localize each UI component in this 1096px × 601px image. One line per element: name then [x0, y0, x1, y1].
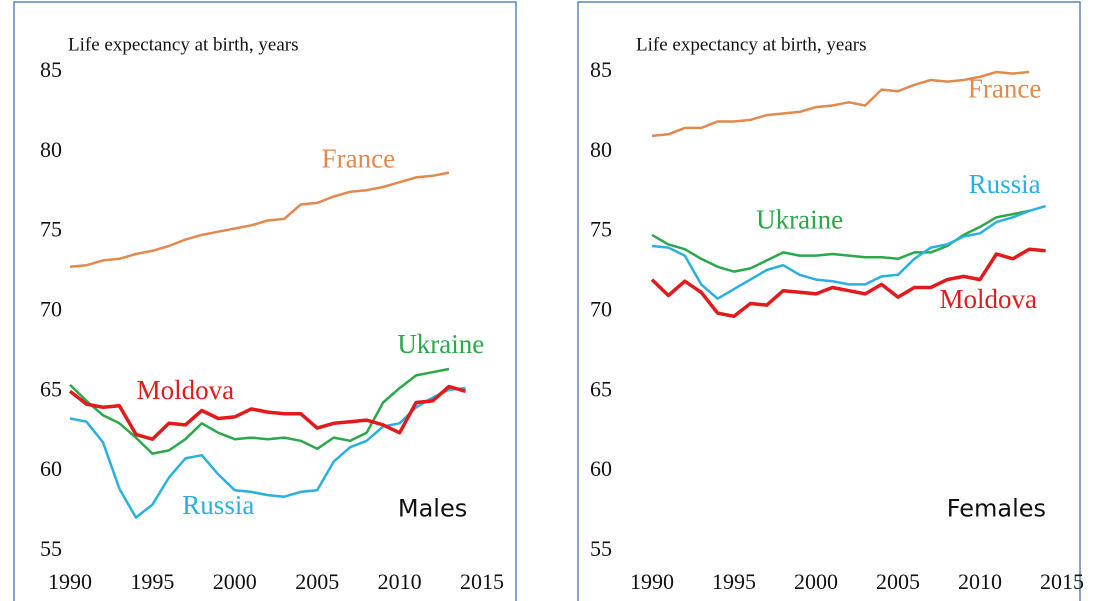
series-line [651, 204, 1046, 300]
series-line [69, 171, 450, 269]
x-tick-label: 2010 [378, 569, 422, 594]
series-label: Ukraine [756, 204, 843, 234]
y-tick-label: 75 [590, 217, 612, 242]
x-tick-label: 2000 [213, 569, 257, 594]
y-tick-label: 70 [40, 297, 62, 322]
y-tick-label: 85 [590, 57, 612, 82]
series-label: Russia [182, 490, 254, 520]
y-tick-label: 75 [40, 217, 62, 242]
series-label: Russia [969, 169, 1041, 199]
y-tick-label: 65 [40, 376, 62, 401]
series-line [650, 247, 1046, 319]
x-tick-label: 1995 [712, 569, 756, 594]
x-tick-label: 2015 [460, 569, 504, 594]
y-tick-label: 80 [590, 137, 612, 162]
series-label: Moldova [137, 375, 235, 405]
series-line [651, 209, 1030, 273]
y-tick-label: 55 [590, 536, 612, 561]
series-label: Ukraine [397, 329, 484, 359]
x-tick-label: 1990 [48, 569, 92, 594]
y-tick-label: 60 [590, 456, 612, 481]
y-tick-label: 65 [590, 376, 612, 401]
series-label: France [322, 144, 395, 174]
y-tick-label: 60 [40, 456, 62, 481]
x-tick-label: 2015 [1040, 569, 1084, 594]
x-tick-label: 1990 [630, 569, 674, 594]
y-tick-label: 70 [590, 297, 612, 322]
x-tick-label: 2005 [295, 569, 339, 594]
series-line [69, 386, 466, 519]
series-line [651, 70, 1030, 138]
series-line [69, 367, 450, 455]
x-tick-label: 2010 [958, 569, 1002, 594]
panel-annotation: Females [947, 494, 1046, 522]
series-label: Moldova [939, 284, 1037, 314]
series-line [68, 384, 466, 441]
chart-title: Life expectancy at birth, years [636, 34, 867, 55]
series-label: France [968, 73, 1041, 103]
panel-annotation: Males [398, 494, 467, 522]
y-tick-label: 80 [40, 137, 62, 162]
y-tick-label: 85 [40, 57, 62, 82]
x-tick-label: 2000 [794, 569, 838, 594]
x-tick-label: 1995 [130, 569, 174, 594]
x-tick-label: 2005 [876, 569, 920, 594]
panel-frame [577, 1, 1081, 601]
chart-title: Life expectancy at birth, years [68, 34, 299, 55]
panel-frame [13, 1, 517, 601]
y-tick-label: 55 [40, 536, 62, 561]
